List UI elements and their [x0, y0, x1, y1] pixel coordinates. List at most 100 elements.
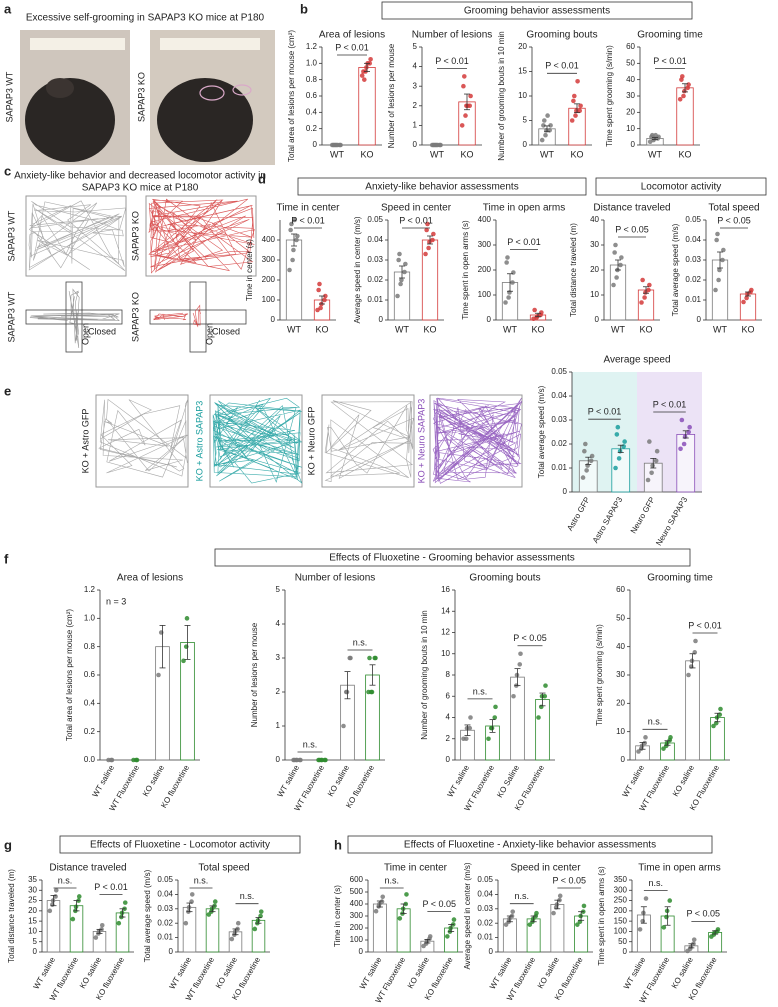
y-tick-label: 30 [590, 240, 599, 249]
chart-title: Total speed [198, 863, 249, 874]
panel-title: Excessive self-grooming in SAPAP3 KO mic… [26, 13, 265, 24]
data-point [289, 221, 294, 227]
data-point [545, 113, 550, 118]
data-point [506, 295, 511, 300]
y-tick-label: 20 [616, 698, 625, 707]
error-bar [427, 235, 433, 245]
data-point [643, 896, 649, 901]
data-point [212, 899, 218, 904]
y-tick-label: 3 [276, 653, 281, 662]
data-point [367, 655, 372, 661]
x-tick-label: KO [570, 149, 583, 159]
y-axis-label: Total distance traveled (m) [7, 869, 16, 963]
significance-label: n.s. [303, 739, 318, 749]
track-drawing [192, 304, 201, 328]
y-tick-label: 400 [262, 235, 276, 244]
chart-title: Speed in center [510, 863, 581, 874]
data-point [348, 655, 353, 661]
chart-title: Time in center [384, 863, 448, 874]
data-point [619, 255, 624, 260]
x-tick-label: KO [460, 149, 473, 159]
data-point [292, 217, 297, 223]
panel-label: a [4, 1, 12, 16]
data-point [424, 227, 429, 233]
data-point [578, 913, 583, 919]
error-bar [682, 83, 688, 93]
y-tick-label: 0.8 [84, 642, 96, 651]
y-tick-label: 50 [618, 937, 627, 946]
header-box [59, 835, 301, 854]
data-point [295, 233, 300, 239]
error-bar [369, 664, 376, 686]
y-tick-label: 0 [595, 315, 600, 324]
chart-title: Total speed [708, 203, 759, 214]
x-tick-label: KO [531, 324, 544, 334]
error-bar [689, 653, 696, 669]
track-drawing [28, 200, 127, 271]
y-tick-label: 1 [276, 721, 281, 730]
y-axis-label: Total average speed (m/s) [671, 223, 680, 316]
y-tick-label: 0.02 [551, 439, 567, 448]
error-bar [652, 137, 658, 140]
error-bar [535, 312, 541, 318]
data-point [99, 922, 105, 928]
y-tick-label: 100 [614, 927, 628, 936]
y-tick-label: 0.04 [477, 890, 493, 899]
data-point [664, 740, 670, 746]
significance-label: P < 0.01 [507, 237, 541, 247]
data-point [134, 757, 140, 763]
y-tick-label: 0.04 [685, 235, 701, 244]
y-tick-label: 16 [441, 585, 450, 594]
section-header: Effects of Fluoxetine - Grooming behavio… [329, 553, 574, 564]
data-point [396, 257, 401, 263]
maze-label: Open [204, 323, 214, 345]
data-point [543, 132, 548, 138]
y-tick-label: 20 [28, 906, 37, 915]
chart-title: Grooming time [637, 30, 703, 41]
header-box [214, 548, 691, 567]
significance-label: P < 0.01 [688, 620, 722, 630]
data-point [332, 142, 337, 148]
data-point [379, 899, 385, 904]
data-point [380, 894, 386, 900]
y-tick-label: 20 [590, 265, 599, 274]
error-bar [159, 625, 166, 669]
track-drawing [153, 312, 189, 321]
data-point [403, 261, 408, 267]
y-tick-label: 25 [28, 896, 37, 905]
error-bar [50, 895, 57, 907]
panel-label: f [4, 551, 9, 566]
data-point [613, 242, 618, 248]
y-tick-label: 15 [518, 67, 527, 76]
data-point [543, 683, 548, 688]
error-bar [255, 917, 262, 924]
data-point [425, 221, 430, 227]
data-point [640, 918, 645, 924]
track-drawing [148, 198, 255, 274]
data-point [50, 898, 56, 903]
x-tick-label: KO saline [326, 763, 351, 798]
error-bar [209, 905, 216, 913]
data-point [426, 245, 431, 251]
y-tick-label: 0.02 [477, 918, 493, 927]
y-tick-label: 20 [518, 42, 527, 51]
data-point [404, 892, 409, 897]
data-point [649, 470, 654, 476]
data-point [711, 723, 716, 729]
y-tick-label: 200 [478, 265, 492, 274]
y-tick-label: 0.0 [84, 755, 96, 764]
y-tick-label: 50 [626, 58, 635, 67]
data-point [373, 908, 379, 914]
bar [568, 107, 586, 146]
bar [182, 906, 197, 953]
panel-label: e [4, 383, 11, 398]
y-tick-label: 0.2 [306, 124, 318, 133]
y-axis-label: Total average speed (m/s) [143, 869, 152, 962]
data-point [689, 658, 695, 664]
error-bar [682, 430, 689, 439]
data-point [682, 434, 688, 440]
data-point [492, 715, 498, 720]
error-bar [615, 259, 621, 271]
panel-label: g [4, 837, 12, 852]
significance-label: n.s. [58, 875, 73, 885]
